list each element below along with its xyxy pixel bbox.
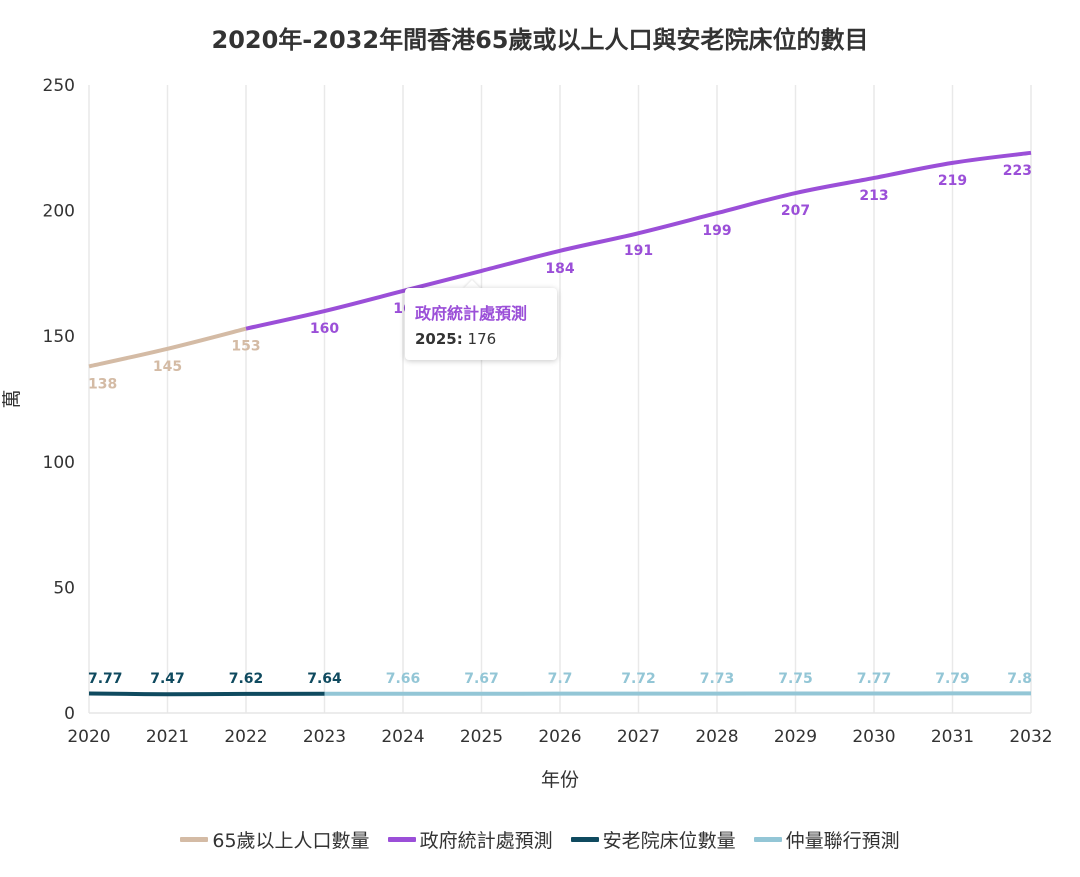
- series-lines: [88, 150, 1032, 697]
- data-label: 207: [781, 203, 810, 219]
- x-axis-ticks: 2020 2021 2022 2023 2024 2025 2026 2027 2028 2029…: [67, 727, 1052, 747]
- data-label: 213: [859, 188, 888, 204]
- x-tick-label: 2026: [538, 727, 581, 747]
- x-tick-label: 2030: [852, 727, 895, 747]
- y-axis-ticks: 0 50 100 150 200 250: [43, 76, 75, 724]
- legend-swatch: [180, 837, 209, 842]
- legend-label: 安老院床位數量: [602, 830, 736, 852]
- chart-title: 2020年-2032年間香港65歲或以上人口與安老院床位的數目: [211, 26, 869, 54]
- x-tick-label: 2023: [303, 727, 346, 747]
- legend-label: 仲量聯行預測: [785, 830, 900, 852]
- tooltip-series-name: 政府統計處預測: [415, 304, 528, 323]
- y-tick-label: 200: [43, 202, 75, 222]
- gridlines: [88, 85, 1032, 714]
- x-tick-label: 2025: [460, 727, 503, 747]
- tooltip-value-line: 2025: 176: [415, 330, 547, 348]
- data-label: 7.66: [386, 671, 421, 687]
- data-label: 153: [231, 339, 260, 355]
- legend: 65歲以上人口數量 政府統計處預測 安老院床位數量 仲量聯行預測: [0, 826, 1080, 853]
- data-label: 138: [88, 376, 117, 392]
- data-label: 199: [702, 223, 731, 239]
- data-label: 191: [624, 243, 653, 259]
- x-tick-label: 2029: [774, 727, 817, 747]
- x-tick-label: 2031: [931, 727, 974, 747]
- legend-label: 政府統計處預測: [419, 830, 553, 852]
- y-tick-label: 100: [43, 453, 75, 473]
- legend-swatch: [753, 837, 782, 842]
- x-tick-label: 2020: [67, 727, 110, 747]
- data-label: 7.47: [150, 671, 185, 687]
- series-line-0: [88, 326, 247, 369]
- data-label: 145: [153, 359, 182, 375]
- legend-label: 65歲以上人口數量: [212, 830, 370, 852]
- x-tick-label: 2024: [381, 727, 424, 747]
- data-label: 7.67: [464, 671, 499, 687]
- y-tick-label: 0: [64, 704, 75, 724]
- x-tick-label: 2022: [224, 727, 267, 747]
- legend-item[interactable]: 政府統計處預測: [387, 826, 553, 853]
- data-label: 7.64: [307, 671, 342, 687]
- x-tick-label: 2021: [146, 727, 189, 747]
- tooltip-arrow: [463, 280, 481, 289]
- y-tick-label: 150: [43, 327, 75, 347]
- data-label: 7.77: [88, 671, 123, 687]
- series-line-1: [245, 150, 1032, 331]
- x-axis-title: 年份: [541, 769, 579, 791]
- data-label: 219: [938, 173, 967, 189]
- data-label: 7.75: [778, 671, 813, 687]
- series-line-2: [88, 691, 325, 697]
- legend-swatch: [387, 837, 416, 842]
- tooltip-year: 2025:: [415, 330, 463, 348]
- data-label: 7.73: [700, 671, 735, 687]
- legend-item[interactable]: 安老院床位數量: [570, 826, 736, 853]
- x-tick-label: 2027: [617, 727, 660, 747]
- data-label: 7.72: [621, 671, 656, 687]
- data-label: 7.8: [1007, 671, 1032, 687]
- tooltip: 政府統計處預測 2025: 176: [405, 288, 557, 360]
- data-label: 160: [310, 321, 339, 337]
- y-tick-label: 250: [43, 76, 75, 96]
- legend-swatch: [570, 837, 599, 842]
- data-label: 223: [1003, 163, 1032, 179]
- x-tick-label: 2028: [695, 727, 738, 747]
- data-label: 7.79: [935, 671, 970, 687]
- y-axis-title: 萬: [1, 389, 23, 408]
- legend-item[interactable]: 仲量聯行預測: [753, 826, 900, 853]
- data-label: 7.7: [548, 671, 573, 687]
- legend-item[interactable]: 65歲以上人口數量: [180, 826, 370, 853]
- tooltip-value: 176: [467, 330, 497, 348]
- y-tick-label: 50: [53, 578, 75, 598]
- data-label: 7.77: [857, 671, 892, 687]
- data-label: 7.62: [229, 671, 264, 687]
- x-tick-label: 2032: [1009, 727, 1052, 747]
- data-label: 184: [545, 261, 574, 277]
